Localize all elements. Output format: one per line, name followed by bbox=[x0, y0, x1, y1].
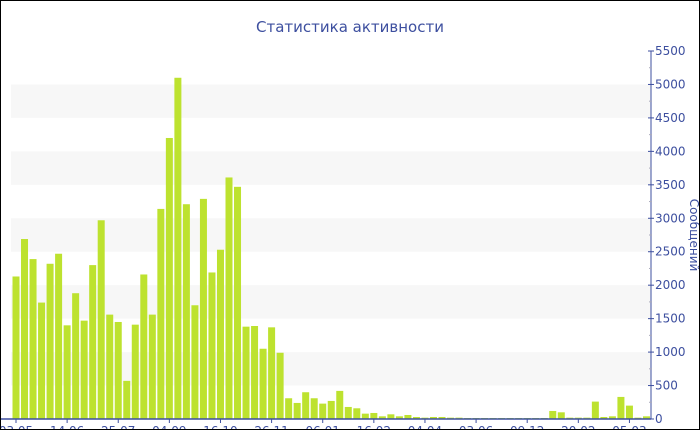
bar bbox=[276, 352, 284, 419]
bar bbox=[642, 416, 650, 419]
bar bbox=[591, 401, 599, 419]
x-tick-label: 26.11 bbox=[254, 424, 288, 429]
bar bbox=[370, 412, 378, 419]
bar bbox=[395, 416, 403, 419]
bar bbox=[310, 398, 318, 419]
bar bbox=[21, 239, 29, 419]
y-tick-label: 500 bbox=[655, 379, 678, 393]
bar bbox=[259, 348, 267, 419]
grid-band bbox=[11, 218, 651, 252]
bar bbox=[617, 396, 625, 419]
bar bbox=[72, 293, 80, 419]
bar bbox=[12, 276, 20, 419]
bar bbox=[251, 325, 259, 419]
grid-band bbox=[11, 84, 651, 118]
y-tick-label: 2500 bbox=[655, 245, 686, 259]
bar bbox=[114, 321, 122, 419]
bar bbox=[140, 274, 148, 419]
x-tick-label: 03.05 bbox=[1, 424, 33, 429]
bar bbox=[29, 259, 37, 419]
bar bbox=[208, 272, 216, 419]
bar bbox=[344, 406, 352, 419]
bar bbox=[285, 398, 293, 419]
y-tick-label: 3500 bbox=[655, 178, 686, 192]
bar bbox=[97, 220, 105, 419]
bar bbox=[378, 416, 386, 419]
bar bbox=[608, 416, 616, 419]
bar bbox=[412, 416, 420, 419]
bar bbox=[182, 204, 190, 419]
x-tick-label: 06.01 bbox=[306, 424, 340, 429]
y-tick-label: 1000 bbox=[655, 345, 686, 359]
bar bbox=[106, 314, 114, 419]
x-tick-label: 04.04 bbox=[408, 424, 442, 429]
bar bbox=[293, 402, 301, 419]
x-tick-label: 04.09 bbox=[152, 424, 186, 429]
bar bbox=[319, 403, 327, 419]
bar bbox=[404, 414, 412, 419]
bar bbox=[38, 302, 46, 419]
bar bbox=[191, 305, 199, 419]
bar bbox=[268, 327, 276, 419]
bar bbox=[625, 405, 633, 419]
y-tick-label: 3000 bbox=[655, 211, 686, 225]
bar bbox=[549, 410, 557, 419]
y-tick-label: 0 bbox=[655, 412, 663, 426]
x-tick-label: 14.06 bbox=[50, 424, 84, 429]
bar bbox=[353, 408, 361, 419]
x-tick-label: 20.02 bbox=[561, 424, 595, 429]
bar bbox=[387, 414, 395, 419]
grid-band bbox=[11, 285, 651, 319]
bar bbox=[361, 413, 369, 419]
bar bbox=[302, 392, 310, 419]
bar bbox=[600, 416, 608, 419]
bar bbox=[131, 324, 139, 419]
bar bbox=[63, 325, 71, 419]
bar bbox=[80, 320, 88, 419]
x-tick-label: 16.02 bbox=[357, 424, 391, 429]
x-tick-label: 03.06 bbox=[459, 424, 493, 429]
y-tick-label: 5500 bbox=[655, 44, 686, 58]
y-tick-label: 2000 bbox=[655, 278, 686, 292]
bar bbox=[165, 137, 173, 419]
y-tick-label: 1500 bbox=[655, 312, 686, 326]
bar bbox=[234, 186, 242, 419]
chart-title: Статистика активности bbox=[256, 18, 444, 36]
bar bbox=[225, 177, 233, 419]
x-tick-label: 16.10 bbox=[203, 424, 237, 429]
bar bbox=[46, 263, 54, 419]
x-tick-label: 05.03 bbox=[612, 424, 646, 429]
bar bbox=[438, 416, 446, 419]
bar bbox=[557, 412, 565, 419]
y-tick-label: 5000 bbox=[655, 77, 686, 91]
bar bbox=[55, 253, 63, 419]
bar bbox=[199, 198, 207, 419]
y-tick-label: 4000 bbox=[655, 144, 686, 158]
bar bbox=[327, 400, 335, 419]
bar bbox=[174, 77, 182, 419]
bar bbox=[336, 390, 344, 419]
x-tick-label: 25.07 bbox=[101, 424, 135, 429]
x-tick-label: 09.12 bbox=[510, 424, 544, 429]
bar bbox=[123, 380, 131, 419]
bar bbox=[148, 314, 156, 419]
bar bbox=[429, 416, 437, 419]
y-axis-label: Сообщений bbox=[687, 199, 699, 272]
bar bbox=[89, 265, 97, 419]
y-tick-label: 4500 bbox=[655, 111, 686, 125]
bar bbox=[216, 249, 224, 419]
grid-band bbox=[11, 151, 651, 185]
bar bbox=[242, 326, 250, 419]
bar bbox=[157, 208, 165, 419]
